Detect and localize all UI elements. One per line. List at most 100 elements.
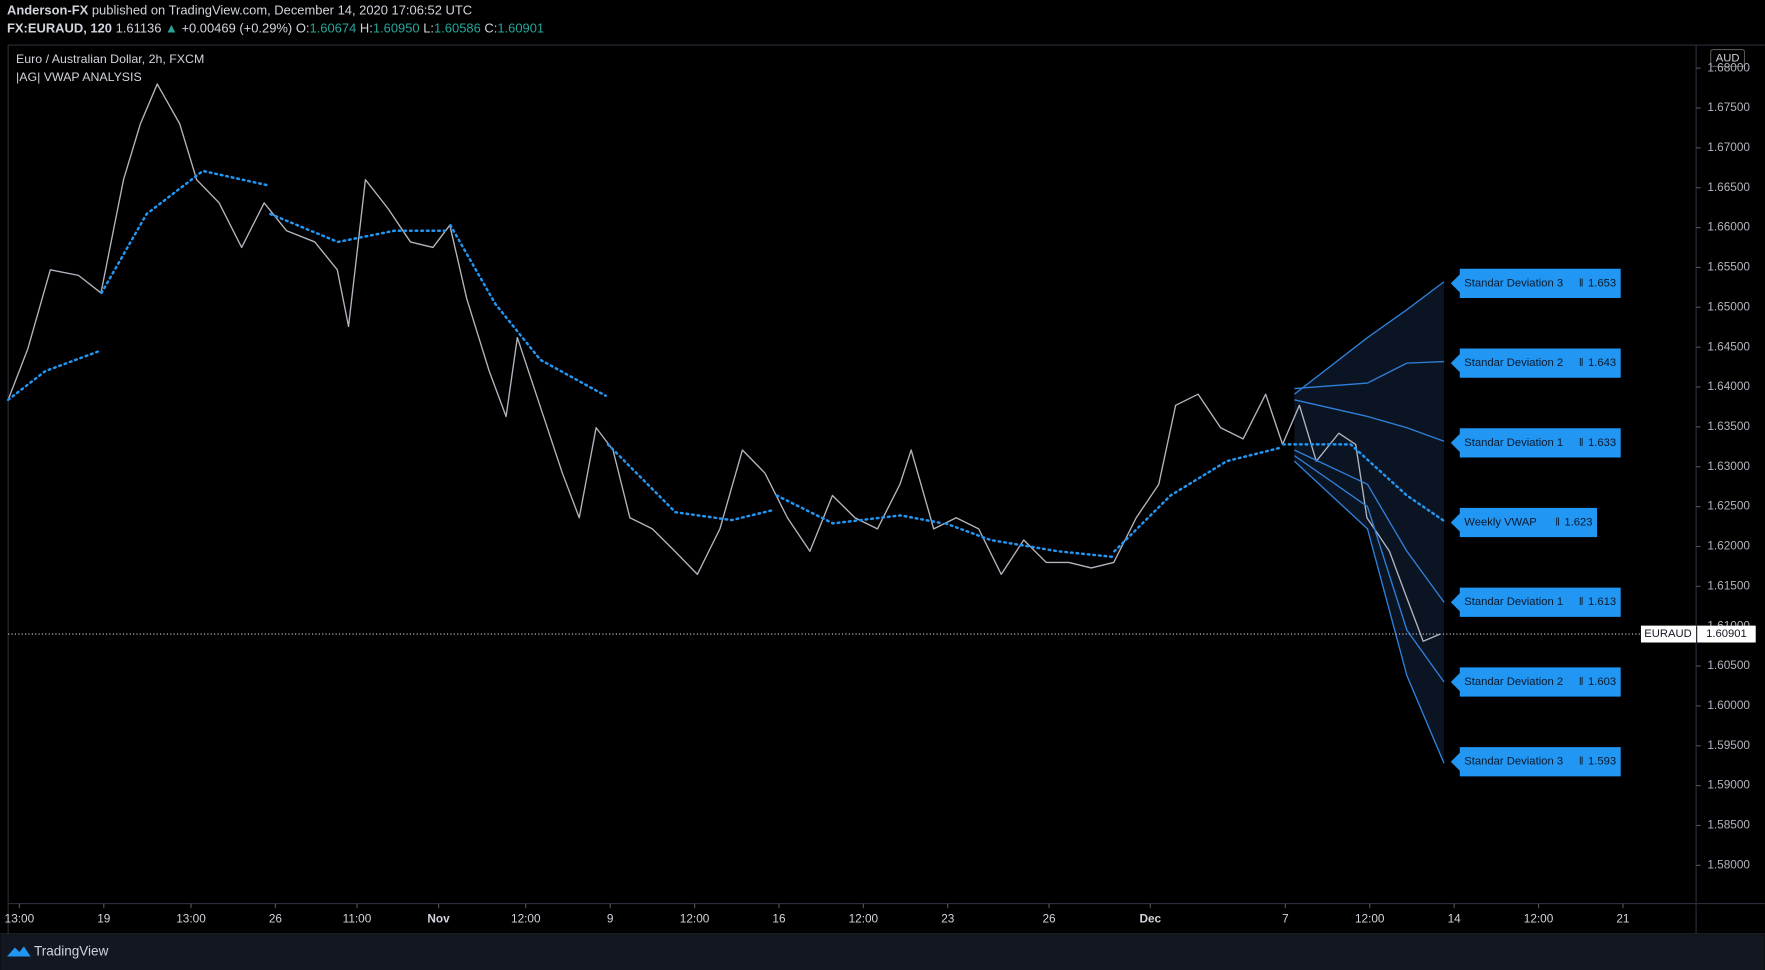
indicator-name: |AG| VWAP ANALYSIS bbox=[16, 70, 142, 84]
end-label-separator: ‖ bbox=[1579, 277, 1584, 289]
c: 1.60901 bbox=[497, 21, 544, 36]
last-price-label: 1.60901 bbox=[1706, 628, 1747, 640]
y-tick-label: 1.58000 bbox=[1707, 857, 1750, 871]
symbol-badge bbox=[1640, 625, 1697, 643]
o-label: O: bbox=[296, 21, 310, 36]
h-label: H: bbox=[360, 21, 373, 36]
end-label-value: 1.633 bbox=[1588, 437, 1616, 449]
end-label-separator: ‖ bbox=[1579, 437, 1584, 449]
end-label-value: 1.643 bbox=[1588, 357, 1616, 369]
end-label-box bbox=[1450, 428, 1621, 458]
x-tick-label: 12:00 bbox=[511, 911, 541, 925]
end-label-value: 1.593 bbox=[1588, 756, 1616, 768]
end-label-separator: ‖ bbox=[1579, 357, 1584, 369]
footer bbox=[0, 935, 1765, 970]
x-tick-label: 26 bbox=[1042, 911, 1056, 925]
y-tick-label: 1.64000 bbox=[1707, 379, 1750, 393]
y-tick-label: 1.59000 bbox=[1707, 778, 1750, 792]
y-tick-label: 1.58500 bbox=[1707, 818, 1750, 832]
symbol-label: EURAUD bbox=[1644, 628, 1692, 640]
author: Anderson-FX bbox=[7, 3, 89, 18]
x-tick-label: 12:00 bbox=[849, 911, 879, 925]
currency-badge bbox=[1710, 48, 1746, 67]
brand: TradingView bbox=[34, 944, 109, 959]
series-line bbox=[1293, 460, 1445, 764]
end-label-box bbox=[1450, 348, 1621, 378]
end-label-value: 1.653 bbox=[1588, 277, 1616, 289]
price: 1.61136 bbox=[116, 21, 162, 36]
o: 1.60674 bbox=[310, 21, 357, 36]
end-label-name: Standar Deviation 3 bbox=[1464, 756, 1563, 768]
x-tick-label: 21 bbox=[1616, 911, 1629, 925]
x-tick-label: 16 bbox=[772, 911, 786, 925]
series-line bbox=[1294, 360, 1445, 390]
series-line bbox=[1293, 455, 1445, 683]
x-tick-label: Dec bbox=[1139, 911, 1161, 925]
l-label: L: bbox=[423, 21, 434, 36]
x-tick-label: Nov bbox=[427, 911, 450, 925]
end-label-separator: ‖ bbox=[1579, 756, 1584, 768]
c-label: C: bbox=[484, 21, 497, 36]
series-line bbox=[7, 83, 1441, 642]
end-label-separator: ‖ bbox=[1555, 517, 1560, 529]
x-tick-label: 14 bbox=[1448, 911, 1462, 925]
x-tick-label: 7 bbox=[1282, 911, 1289, 925]
x-tick-label: 9 bbox=[607, 911, 614, 925]
x-tick-label: 12:00 bbox=[680, 911, 710, 925]
end-label-name: Standar Deviation 3 bbox=[1464, 277, 1563, 289]
x-tick-label: 13:00 bbox=[176, 911, 206, 925]
y-tick-label: 1.59500 bbox=[1707, 738, 1750, 752]
y-tick-label: 1.62000 bbox=[1707, 539, 1750, 553]
y-tick-label: 1.63500 bbox=[1707, 419, 1750, 433]
y-tick-label: 1.60000 bbox=[1707, 698, 1750, 712]
end-label-value: 1.613 bbox=[1588, 596, 1616, 608]
end-label-separator: ‖ bbox=[1579, 596, 1584, 608]
y-tick-label: 1.66500 bbox=[1707, 180, 1750, 194]
plot-area bbox=[6, 83, 1446, 764]
end-label-name: Standar Deviation 1 bbox=[1464, 437, 1563, 449]
end-label-box bbox=[1450, 268, 1621, 299]
x-tick-label: 11:00 bbox=[343, 911, 372, 925]
last-price-badge bbox=[1697, 625, 1756, 643]
end-label-box bbox=[1450, 667, 1621, 697]
y-tick-label: 1.60500 bbox=[1707, 658, 1750, 672]
end-label-name: Weekly VWAP bbox=[1464, 517, 1537, 529]
y-tick-label: 1.67000 bbox=[1707, 140, 1750, 154]
y-tick-label: 1.62500 bbox=[1707, 499, 1750, 513]
end-label-separator: ‖ bbox=[1579, 676, 1584, 688]
header-line-1: Anderson-FX published on TradingView.com… bbox=[7, 3, 472, 18]
x-tick-label: 23 bbox=[941, 911, 955, 925]
change: +0.00469 (+0.29%) bbox=[181, 21, 292, 36]
x-tick-label: 19 bbox=[97, 911, 110, 925]
h: 1.60950 bbox=[373, 21, 420, 36]
header-line-2: FX:EURAUD, 120 1.61136 ▲ +0.00469 (+0.29… bbox=[7, 21, 544, 36]
y-tick-label: 1.65000 bbox=[1707, 299, 1750, 313]
end-label-value: 1.623 bbox=[1564, 517, 1592, 529]
end-label-box bbox=[1450, 747, 1621, 777]
x-tick-label: 12:00 bbox=[1524, 911, 1554, 925]
series-line bbox=[1293, 281, 1445, 395]
y-tick-label: 1.68000 bbox=[1707, 60, 1750, 74]
published: published on TradingView.com, December 1… bbox=[92, 3, 472, 18]
y-tick-label: 1.64500 bbox=[1707, 339, 1750, 353]
currency: AUD bbox=[1716, 52, 1740, 64]
end-label-name: Standar Deviation 2 bbox=[1464, 357, 1563, 369]
band-fill bbox=[1294, 281, 1445, 764]
end-label-box bbox=[1450, 587, 1621, 617]
chart-title: Euro / Australian Dollar, 2h, FXCM bbox=[16, 52, 204, 66]
end-label-box bbox=[1450, 507, 1598, 538]
x-tick-label: 12:00 bbox=[1355, 911, 1385, 925]
y-tick-label: 1.63000 bbox=[1707, 459, 1750, 473]
x-tick-label: 26 bbox=[269, 911, 283, 925]
y-tick-label: 1.66000 bbox=[1707, 220, 1750, 234]
y-tick-label: 1.61500 bbox=[1707, 578, 1750, 592]
x-tick-label: 13:00 bbox=[5, 911, 35, 925]
y-tick-label: 1.67500 bbox=[1707, 100, 1750, 114]
y-tick-label: 1.65500 bbox=[1707, 260, 1750, 274]
brand-logo bbox=[7, 946, 31, 957]
vwap-line bbox=[6, 169, 1446, 559]
arrow: ▲ bbox=[165, 21, 178, 36]
